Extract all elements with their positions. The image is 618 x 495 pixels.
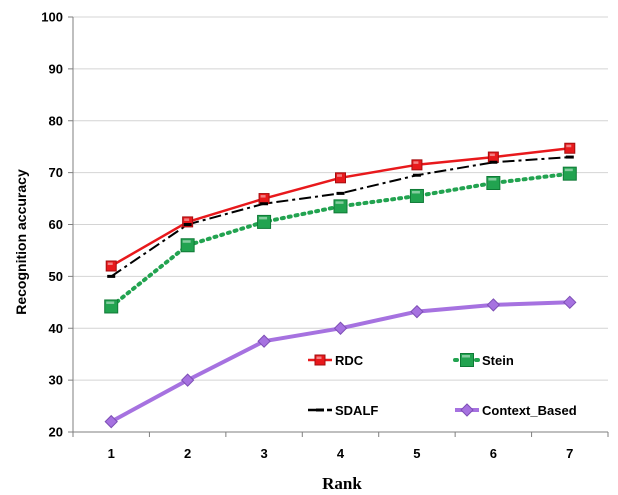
point-context-based [180,373,195,387]
point-sdalf [565,155,574,159]
y-axis-title: Recognition accuracy [13,169,29,315]
point-stein-shine [182,240,191,243]
x-tick-label: 7 [566,446,573,461]
point-stein [486,176,501,190]
y-tick-label: 90 [49,61,63,76]
legend-label: Context_Based [482,403,577,418]
point-stein-body [409,188,424,203]
point-stein-shine [488,178,497,181]
point-rdc [335,172,346,184]
point-sdalf [107,274,116,278]
point-stein [180,238,195,253]
point-rdc-shine [566,144,572,148]
point-stein-body [333,199,348,214]
point-rdc-shine [107,262,113,265]
legend-swatch-marker-shine [316,356,322,359]
legend-item-stein: Stein [453,353,514,368]
point-rdc-shine [413,161,419,164]
point-sdalf [183,223,192,226]
legend-swatch-marker [460,403,474,417]
y-tick-label: 40 [49,321,63,336]
y-tick-label: 20 [49,425,63,440]
point-rdc [182,216,194,228]
y-tick-label: 30 [49,373,63,388]
point-stein [562,166,577,181]
point-sdalf [489,160,498,164]
point-rdc [487,151,499,163]
point-context-based [486,298,501,312]
point-rdc-shine [184,218,190,221]
y-tick-labels: 20 30 40 50 60 70 80 90 100 [41,10,63,440]
x-tick-label: 3 [260,446,267,461]
point-context-based [563,295,577,310]
point-stein-shine [564,168,573,172]
point-context-based [333,321,348,335]
point-context-based [104,414,118,429]
x-tick-labels: 1 2 3 4 5 6 7 [108,446,574,461]
point-stein-shine [106,301,115,304]
point-stein-body [180,238,195,253]
legend-swatch-marker-body [314,354,326,366]
point-stein-shine [335,201,344,204]
point-stein [333,199,348,214]
point-stein-shine [411,190,420,194]
legend-swatch-marker-shine [462,355,470,358]
point-stein-body [257,214,272,229]
point-rdc-shine [260,195,266,198]
point-stein [257,214,272,229]
y-tick-label: 60 [49,217,63,232]
legend: RDC Stein SDALF Context_Based [308,353,577,418]
point-stein-body [486,176,501,190]
point-rdc-body [105,260,117,272]
point-rdc-shine [337,174,342,177]
point-rdc [105,260,117,272]
legend-label: RDC [335,353,364,368]
x-tick-label: 2 [184,446,191,461]
legend-label: SDALF [335,403,378,418]
legend-item-rdc: RDC [308,353,364,368]
point-rdc [411,159,423,171]
point-stein-body [562,166,577,181]
point-context-based [257,334,271,348]
legend-label: Stein [482,353,514,368]
legend-swatch-marker-body [460,353,474,367]
point-rdc-body [335,172,346,184]
point-rdc-body [564,142,576,154]
y-tick-label: 50 [49,269,63,284]
legend-item-context-based: Context_Based [455,403,577,418]
point-rdc-body [411,159,423,171]
y-tick-label: 100 [41,10,63,25]
point-sdalf [412,173,421,177]
point-sdalf [260,202,269,206]
point-stein [409,188,424,203]
point-rdc [258,193,270,205]
y-tick-label: 80 [49,113,63,128]
series-markers [104,142,577,429]
point-rdc-body [182,216,194,228]
x-tick-label: 5 [413,446,420,461]
point-stein-body [104,299,119,314]
y-tick-label: 70 [49,165,63,180]
legend-item-sdalf: SDALF [308,403,378,418]
legend-swatch-marker [316,408,324,412]
legend-swatch-marker [314,354,326,366]
point-rdc-shine [489,153,495,157]
x-tick-label: 1 [108,446,115,461]
x-tick-label: 6 [490,446,497,461]
point-stein [104,299,119,314]
point-stein-shine [259,216,268,220]
point-sdalf [336,191,345,195]
x-axis-title: Rank [322,474,362,493]
axes [68,16,609,437]
point-context-based [410,304,424,319]
legend-swatch-marker [460,353,474,367]
x-tick-label: 4 [337,446,345,461]
point-rdc [564,142,576,154]
